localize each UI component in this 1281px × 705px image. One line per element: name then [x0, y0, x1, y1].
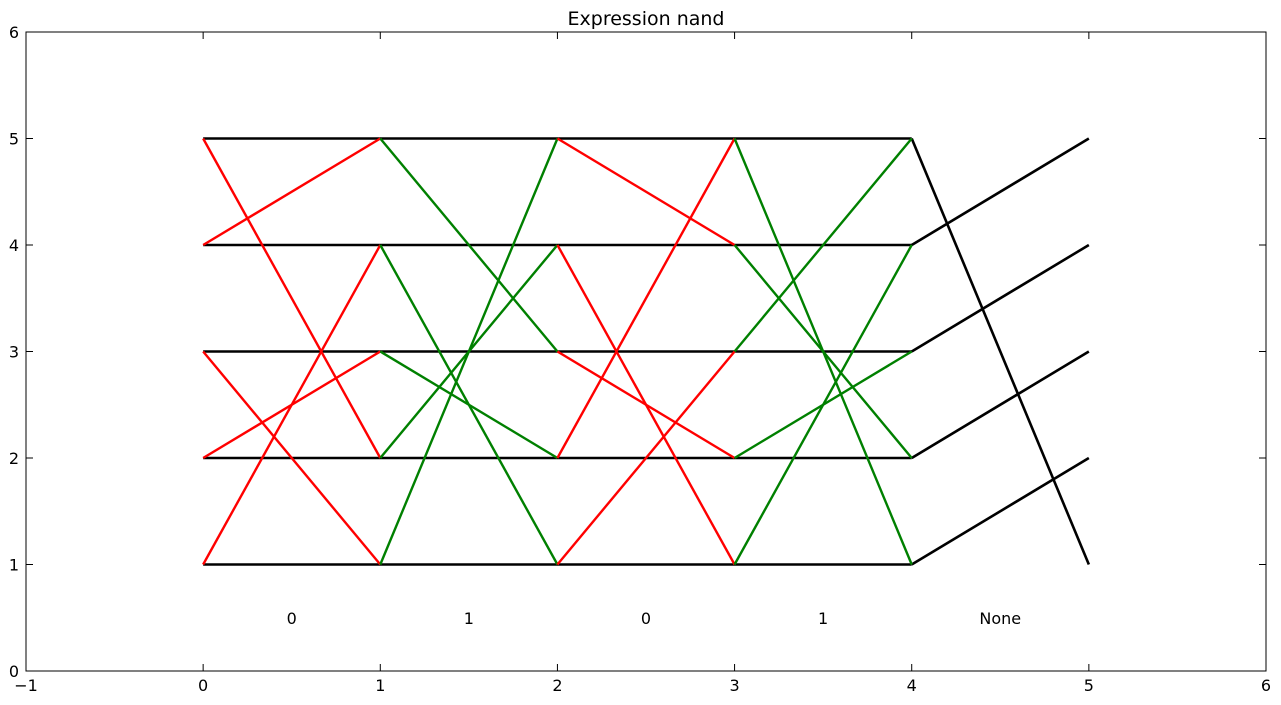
red-line-14 — [202, 244, 382, 566]
x-tick-label-2: 1 — [375, 676, 385, 695]
y-tick-label-0: 0 — [9, 662, 19, 681]
red-line-10 — [202, 137, 382, 459]
green-line-29 — [733, 244, 913, 566]
green-line-15 — [379, 137, 559, 353]
plot-frame — [25, 31, 1267, 672]
y-tick-label-3: 3 — [9, 343, 19, 362]
segment-label-1: 1 — [464, 609, 474, 628]
y-tick-label-5: 5 — [9, 130, 19, 149]
y-tick-label-6: 6 — [9, 23, 19, 42]
y-tick-label-2: 2 — [9, 449, 19, 468]
black-line-8 — [911, 350, 1090, 460]
y-tick-label-1: 1 — [9, 556, 19, 575]
x-tick-label-5: 4 — [907, 676, 917, 695]
red-line-11 — [202, 137, 381, 247]
green-line-19 — [379, 138, 559, 565]
black-line-6 — [911, 137, 1090, 247]
black-line-9 — [911, 456, 1090, 566]
green-line-27 — [733, 137, 913, 353]
segment-label-2: 0 — [641, 609, 651, 628]
green-line-17 — [379, 350, 559, 460]
x-tick-label-7: 6 — [1261, 676, 1271, 695]
red-line-20 — [556, 137, 736, 247]
black-line-7 — [911, 243, 1090, 353]
red-line-22 — [556, 350, 736, 460]
red-line-12 — [202, 350, 382, 566]
x-tick-label-4: 3 — [729, 676, 739, 695]
segment-label-4: None — [979, 609, 1021, 628]
segment-label-0: 0 — [287, 609, 297, 628]
x-tick-label-3: 2 — [552, 676, 562, 695]
x-tick-label-1: 0 — [198, 676, 208, 695]
chart-title: Expression nand — [568, 8, 725, 30]
series-lines — [202, 137, 1091, 566]
green-line-26 — [733, 244, 913, 459]
segment-labels: 0 1 0 1 None — [287, 609, 1022, 628]
segment-label-3: 1 — [818, 609, 828, 628]
y-tick-label-4: 4 — [9, 236, 19, 255]
red-line-23 — [556, 137, 736, 459]
x-tick-label-0: −1 — [14, 676, 38, 695]
x-tick-label-6: 5 — [1084, 676, 1094, 695]
black-line-5 — [910, 138, 1091, 565]
red-line-24 — [556, 350, 736, 566]
